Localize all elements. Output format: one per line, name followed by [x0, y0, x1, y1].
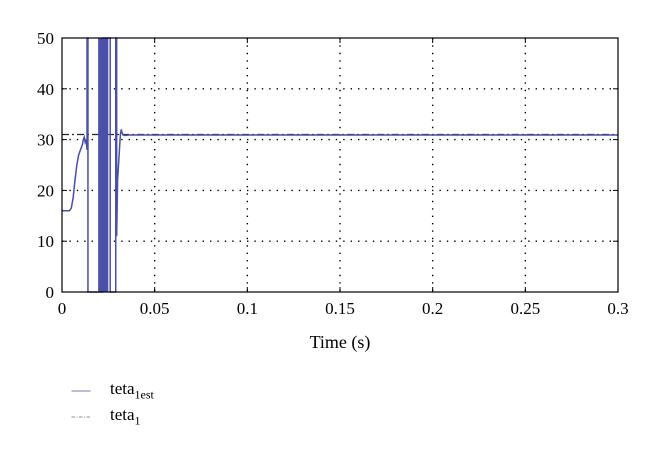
y-tick-label: 40 [37, 80, 54, 99]
legend-swatch-teta1est [71, 390, 91, 392]
legend: teta1est teta1 [62, 378, 154, 430]
ticks: 0 0.05 0.1 0.15 0.2 0.25 0.3 0 10 20 30 40 50 [37, 29, 629, 318]
y-tick-label: 0 [46, 283, 55, 302]
x-tick-label: 0.1 [237, 299, 258, 318]
legend-item-teta1: teta1 [62, 404, 154, 430]
y-tick-label: 10 [37, 232, 54, 251]
x-tick-label: 0.2 [422, 299, 443, 318]
grid [62, 38, 618, 292]
x-tick-label: 0 [58, 299, 67, 318]
legend-swatch-teta1 [71, 416, 91, 418]
x-tick-label: 0.05 [140, 299, 170, 318]
x-axis-title: Time (s) [310, 332, 371, 353]
legend-item-teta1est: teta1est [62, 378, 154, 404]
y-tick-label: 30 [37, 131, 54, 150]
x-tick-label: 0.25 [510, 299, 540, 318]
y-tick-label: 50 [37, 29, 54, 48]
legend-label-teta1: teta1 [110, 405, 141, 428]
legend-label-teta1est: teta1est [110, 379, 154, 402]
y-tick-label: 20 [37, 181, 54, 200]
x-tick-label: 0.3 [607, 299, 628, 318]
x-tick-label: 0.15 [325, 299, 355, 318]
series-oscillation-band-teta1est [98, 38, 109, 292]
